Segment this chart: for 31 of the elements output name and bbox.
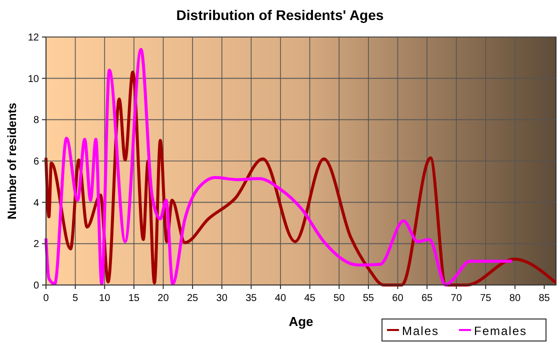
x-tick-label: 20 — [158, 293, 170, 304]
x-tick-label: 40 — [274, 293, 286, 304]
x-tick-label: 45 — [304, 293, 316, 304]
x-tick-label: 75 — [480, 293, 492, 304]
legend-label: Males — [402, 324, 440, 338]
x-tick-label: 85 — [538, 293, 550, 304]
y-tick-label: 6 — [33, 156, 40, 168]
x-tick-label: 0 — [43, 293, 50, 304]
x-tick-label: 60 — [392, 293, 404, 304]
y-tick-label: 0 — [33, 280, 40, 292]
x-tick-label: 65 — [421, 293, 434, 304]
legend-label: Females — [474, 324, 528, 338]
y-tick-label: 10 — [28, 74, 40, 85]
x-tick-label: 30 — [216, 293, 228, 304]
y-axis-title: Number of residents — [5, 102, 19, 220]
x-tick-label: 5 — [72, 293, 79, 304]
x-tick-label: 70 — [450, 293, 462, 304]
y-tick-label: 2 — [33, 239, 40, 250]
line-series — [44, 48, 512, 286]
x-tick-label: 25 — [186, 293, 199, 304]
chart-title: Distribution of Residents' Ages — [176, 7, 384, 23]
x-tick-label: 50 — [334, 293, 346, 304]
x-tick-label: 10 — [99, 293, 111, 304]
x-tick-label: 55 — [362, 293, 374, 304]
y-tick-label: 12 — [28, 32, 40, 44]
x-tick-label: 15 — [128, 293, 140, 304]
x-tick-label: 35 — [246, 293, 258, 304]
x-tick-label: 80 — [509, 293, 521, 304]
y-tick-label: 4 — [33, 198, 40, 209]
x-axis-title: Age — [288, 314, 314, 329]
y-tick-label: 8 — [33, 115, 40, 126]
